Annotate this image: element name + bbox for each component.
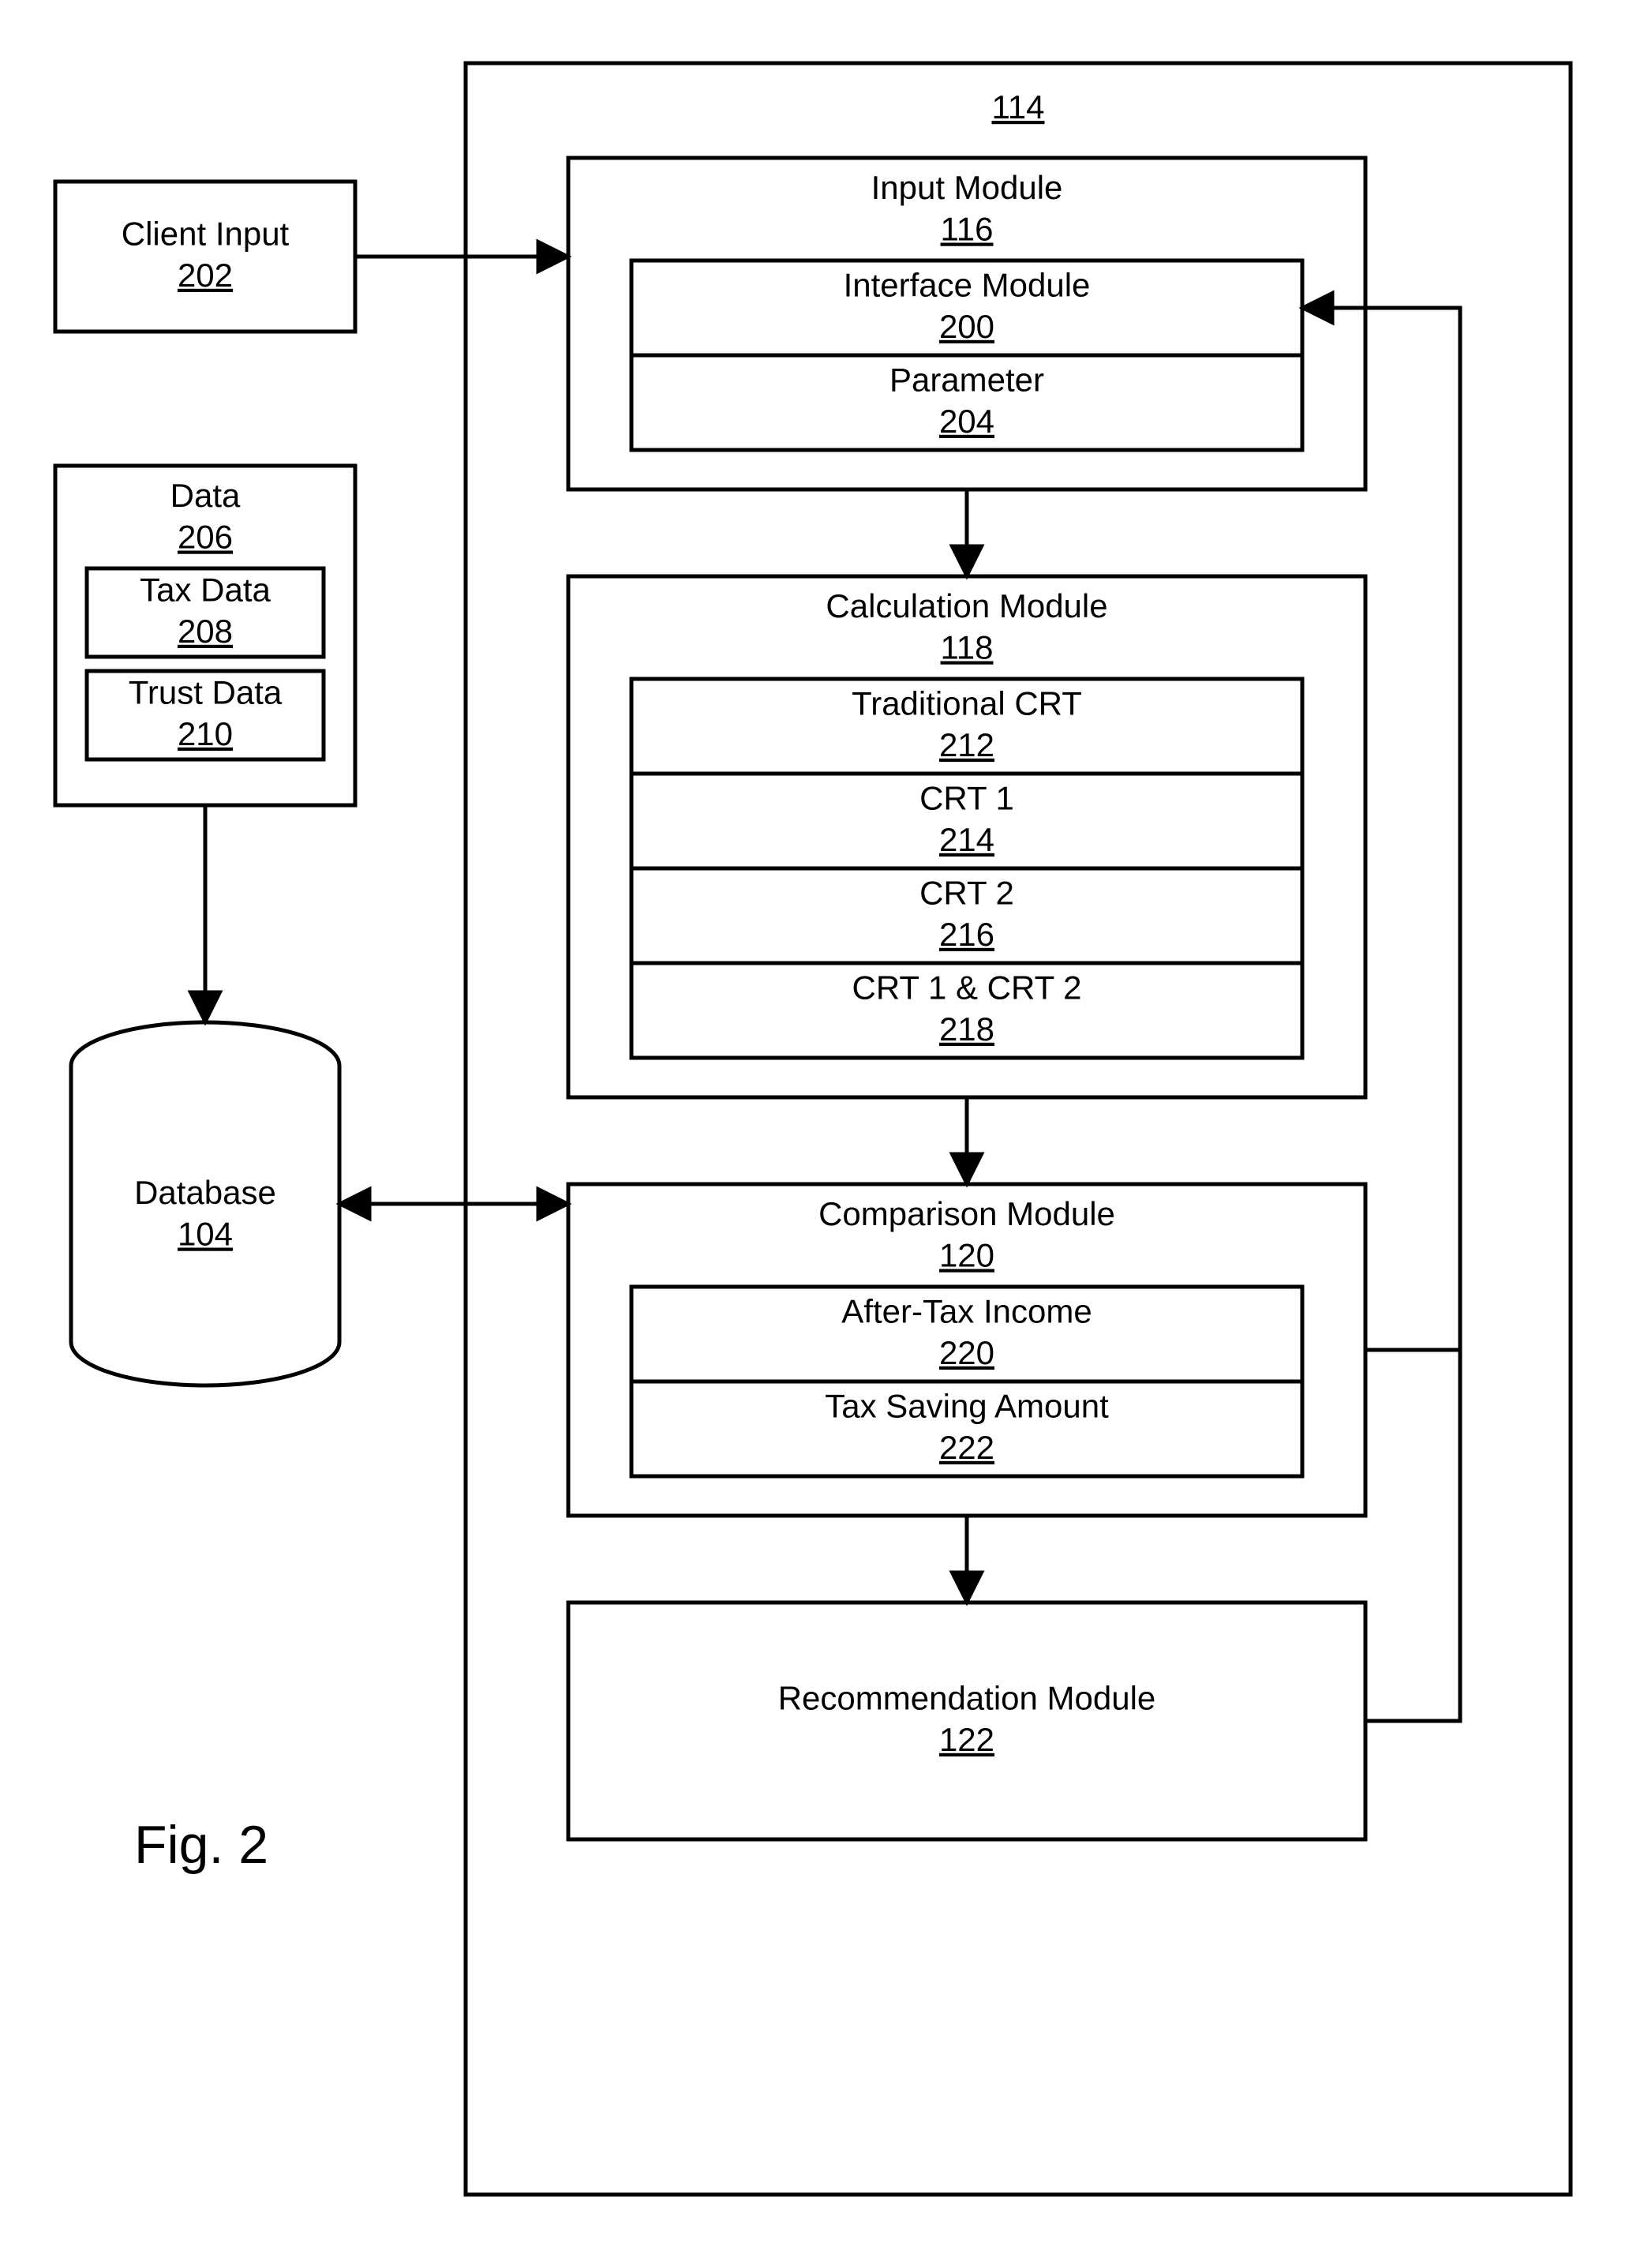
comparison-module-ref: 120 (939, 1237, 994, 1274)
input-module-row-0-title: Interface Module (844, 266, 1091, 303)
calculation-module-row-3-title: CRT 1 & CRT 2 (852, 969, 1081, 1006)
data-box-row-1-ref: 210 (178, 715, 233, 752)
figure-label: Fig. 2 (134, 1815, 268, 1875)
data-box-ref: 206 (178, 519, 233, 556)
input-module-row-1-title: Parameter (889, 361, 1044, 398)
calculation-module-row-1-title: CRT 1 (919, 779, 1014, 816)
outer-ref: 114 (992, 88, 1045, 126)
client-input-title: Client Input (122, 215, 290, 252)
input-module-title: Input Module (871, 169, 1063, 206)
comparison-module-row-1-title: Tax Saving Amount (825, 1387, 1109, 1424)
data-box-row-0-ref: 208 (178, 613, 233, 650)
calculation-module-ref: 118 (941, 629, 994, 666)
comparison-module-row-1-ref: 222 (939, 1429, 994, 1466)
database-title: Database (134, 1174, 276, 1211)
client-input-ref: 202 (178, 257, 233, 294)
input-module-ref: 116 (941, 211, 994, 248)
data-box-row-1-title: Trust Data (129, 673, 283, 710)
data-box-row-0-title: Tax Data (140, 571, 271, 608)
input-module-row-1-ref: 204 (939, 403, 994, 440)
calculation-module-row-2-ref: 216 (939, 916, 994, 953)
data-box-title: Data (170, 477, 241, 514)
recommendation-module-ref: 122 (939, 1721, 994, 1758)
calculation-module-row-0-ref: 212 (939, 726, 994, 763)
comparison-module-title: Comparison Module (818, 1195, 1115, 1232)
recommendation-module-title: Recommendation Module (778, 1679, 1156, 1716)
input-module-row-0-ref: 200 (939, 308, 994, 345)
comparison-module-row-0-title: After-Tax Income (841, 1292, 1092, 1329)
calculation-module-row-3-ref: 218 (939, 1010, 994, 1048)
calculation-module-title: Calculation Module (826, 587, 1107, 624)
calculation-module-row-2-title: CRT 2 (919, 874, 1014, 911)
comparison-module-row-0-ref: 220 (939, 1334, 994, 1371)
calculation-module-row-0-title: Traditional CRT (852, 684, 1082, 722)
database-ref: 104 (178, 1216, 233, 1253)
calculation-module-row-1-ref: 214 (939, 821, 994, 858)
